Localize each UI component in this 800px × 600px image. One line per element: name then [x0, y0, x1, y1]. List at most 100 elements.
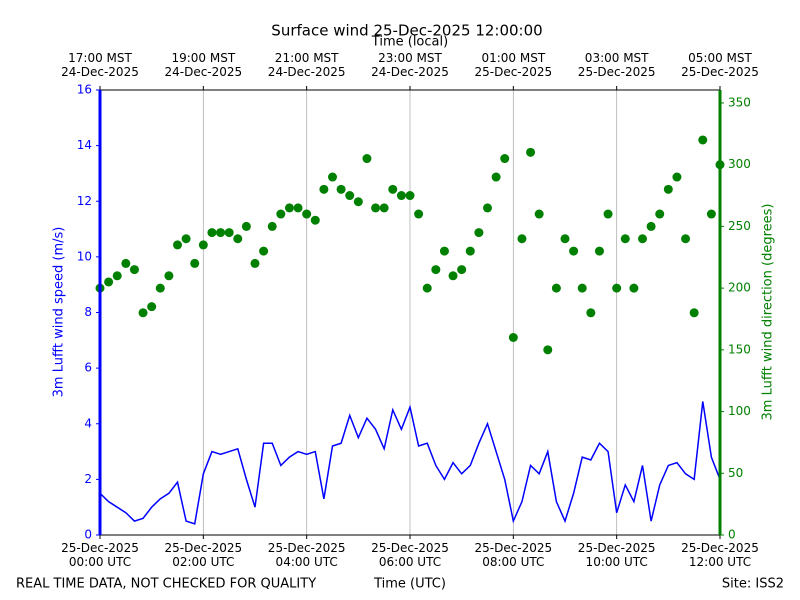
- x-tick-label: 25-Dec-2025 10:00 UTC: [577, 541, 656, 569]
- y2-tick-label: 100: [728, 404, 751, 418]
- x-tick-label: 25-Dec-2025 02:00 UTC: [164, 541, 243, 569]
- direction-point: [491, 172, 501, 182]
- direction-point: [612, 283, 622, 293]
- direction-point: [457, 265, 467, 275]
- x2-tick-label: 01:00 MST 25-Dec-2025: [474, 51, 553, 79]
- direction-point: [655, 209, 665, 219]
- y-tick-label: 6: [84, 361, 92, 375]
- y-tick-label: 10: [77, 249, 92, 263]
- direction-point: [681, 234, 691, 244]
- direction-point: [551, 283, 561, 293]
- direction-point: [672, 172, 682, 182]
- direction-point: [586, 308, 596, 318]
- direction-point: [698, 135, 708, 145]
- direction-point: [534, 209, 544, 219]
- y2-tick-label: 250: [728, 219, 751, 233]
- direction-point: [345, 191, 355, 201]
- y-tick-label: 4: [84, 416, 92, 430]
- x2-axis-title: Time (local): [371, 35, 448, 50]
- direction-point: [121, 258, 131, 268]
- direction-point: [164, 271, 174, 281]
- direction-point: [216, 228, 226, 238]
- direction-point: [483, 203, 492, 213]
- chart-title: Surface wind 25-Dec-2025 12:00:00: [271, 22, 542, 40]
- direction-point: [250, 258, 260, 268]
- y2-axis-title: 3m Lufft wind direction (degrees): [761, 204, 776, 421]
- x-tick-label: 25-Dec-2025 00:00 UTC: [61, 541, 139, 569]
- direction-point: [422, 283, 432, 293]
- direction-point: [207, 228, 217, 238]
- direction-point: [319, 184, 329, 194]
- x2-tick-label: 05:00 MST 25-Dec-2025: [681, 51, 759, 79]
- direction-point: [129, 265, 139, 275]
- direction-point: [474, 228, 484, 238]
- direction-point: [293, 203, 303, 213]
- direction-point: [371, 203, 381, 213]
- direction-point: [517, 234, 527, 244]
- direction-point: [594, 246, 604, 256]
- x-tick-label: 25-Dec-2025 12:00 UTC: [681, 541, 759, 569]
- footer-note: REAL TIME DATA, NOT CHECKED FOR QUALITY: [16, 577, 316, 592]
- y-tick-label: 2: [84, 472, 92, 486]
- direction-point: [543, 345, 553, 355]
- direction-point: [603, 209, 613, 219]
- direction-point: [353, 197, 363, 207]
- direction-point: [379, 203, 389, 213]
- y-tick-label: 0: [84, 528, 92, 542]
- direction-point: [620, 234, 630, 244]
- direction-point: [663, 184, 673, 194]
- direction-point: [500, 154, 510, 164]
- y2-tick-label: 350: [728, 95, 751, 109]
- x-tick-label: 25-Dec-2025 04:00 UTC: [267, 541, 346, 569]
- y-tick-label: 14: [77, 138, 92, 152]
- direction-point: [233, 234, 243, 244]
- y-tick-label: 16: [77, 83, 92, 97]
- direction-point: [336, 184, 346, 194]
- direction-point: [267, 221, 277, 231]
- direction-point: [414, 209, 424, 219]
- direction-point: [405, 191, 415, 201]
- footer-site: Site: ISS2: [722, 577, 784, 592]
- direction-point: [396, 191, 406, 201]
- y2-tick-label: 200: [728, 281, 751, 295]
- direction-point: [439, 246, 449, 256]
- direction-point: [646, 221, 656, 231]
- direction-point: [569, 246, 579, 256]
- direction-point: [560, 234, 570, 244]
- x2-tick-label: 23:00 MST 24-Dec-2025: [371, 51, 449, 79]
- direction-point: [388, 184, 398, 194]
- x2-tick-label: 03:00 MST 25-Dec-2025: [577, 51, 656, 79]
- direction-point: [104, 277, 114, 287]
- direction-point: [431, 265, 441, 275]
- direction-point: [284, 203, 294, 213]
- x2-tick-label: 21:00 MST 24-Dec-2025: [267, 51, 346, 79]
- direction-point: [259, 246, 269, 256]
- direction-point: [147, 302, 157, 312]
- direction-point: [465, 246, 475, 256]
- direction-point: [241, 221, 251, 231]
- direction-point: [310, 215, 320, 225]
- y2-tick-label: 50: [728, 466, 743, 480]
- direction-point: [155, 283, 165, 293]
- direction-point: [198, 240, 208, 250]
- y-tick-label: 8: [84, 305, 92, 319]
- y2-tick-label: 0: [728, 528, 736, 542]
- x-tick-label: 25-Dec-2025 08:00 UTC: [474, 541, 553, 569]
- speed-line: [99, 401, 721, 525]
- direction-point: [577, 283, 587, 293]
- x2-tick-label: 19:00 MST 24-Dec-2025: [164, 51, 243, 79]
- direction-point: [276, 209, 286, 219]
- direction-point: [448, 271, 458, 281]
- direction-point: [112, 271, 122, 281]
- direction-point: [328, 172, 337, 182]
- y-axis-title: 3m Lufft wind speed (m/s): [52, 227, 67, 398]
- y2-tick-label: 300: [728, 157, 751, 171]
- x-tick-label: 25-Dec-2025 06:00 UTC: [371, 541, 449, 569]
- x-axis-title: Time (UTC): [373, 577, 446, 592]
- y-tick-label: 12: [77, 194, 92, 208]
- direction-point: [362, 154, 372, 164]
- direction-point: [302, 209, 312, 219]
- direction-point: [526, 147, 536, 157]
- direction-point: [689, 308, 699, 318]
